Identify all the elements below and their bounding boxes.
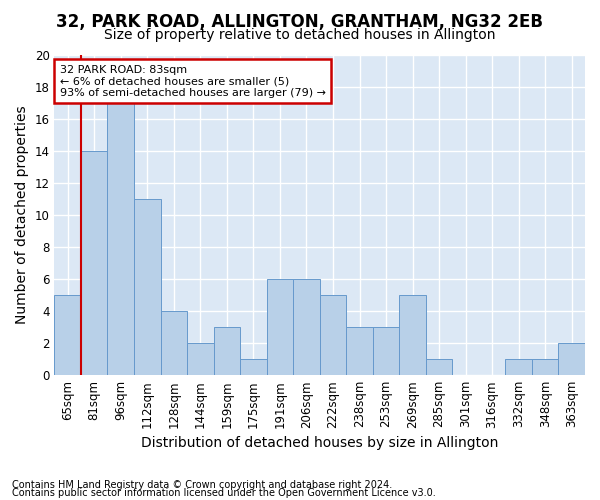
Bar <box>161 311 187 375</box>
Bar <box>399 295 426 375</box>
Text: 32 PARK ROAD: 83sqm
← 6% of detached houses are smaller (5)
93% of semi-detached: 32 PARK ROAD: 83sqm ← 6% of detached hou… <box>60 64 326 98</box>
Bar <box>505 359 532 375</box>
Bar <box>293 279 320 375</box>
Y-axis label: Number of detached properties: Number of detached properties <box>15 106 29 324</box>
Text: Size of property relative to detached houses in Allington: Size of property relative to detached ho… <box>104 28 496 42</box>
Bar <box>426 359 452 375</box>
Text: 32, PARK ROAD, ALLINGTON, GRANTHAM, NG32 2EB: 32, PARK ROAD, ALLINGTON, GRANTHAM, NG32… <box>56 12 544 30</box>
Bar <box>532 359 559 375</box>
X-axis label: Distribution of detached houses by size in Allington: Distribution of detached houses by size … <box>141 436 499 450</box>
Bar <box>373 327 399 375</box>
Bar <box>81 151 107 375</box>
Bar <box>266 279 293 375</box>
Bar <box>346 327 373 375</box>
Bar <box>214 327 240 375</box>
Bar <box>107 103 134 375</box>
Bar <box>240 359 266 375</box>
Bar <box>134 199 161 375</box>
Bar <box>187 343 214 375</box>
Bar <box>559 343 585 375</box>
Text: Contains public sector information licensed under the Open Government Licence v3: Contains public sector information licen… <box>12 488 436 498</box>
Bar <box>55 295 81 375</box>
Text: Contains HM Land Registry data © Crown copyright and database right 2024.: Contains HM Land Registry data © Crown c… <box>12 480 392 490</box>
Bar <box>320 295 346 375</box>
